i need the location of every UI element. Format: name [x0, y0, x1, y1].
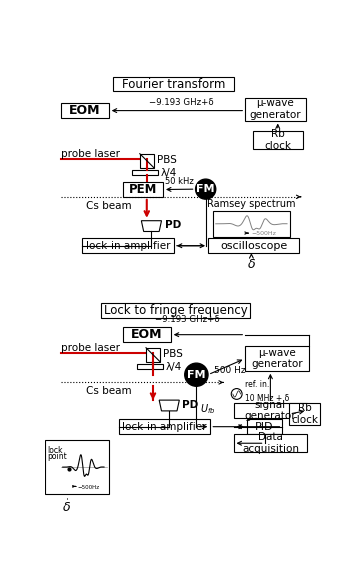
Bar [289, 403, 320, 425]
Bar [247, 419, 282, 434]
Text: PEM: PEM [129, 183, 157, 196]
Bar [113, 76, 233, 91]
Text: oscilloscope: oscilloscope [220, 240, 287, 250]
Text: probe laser: probe laser [61, 343, 120, 353]
Bar [140, 153, 154, 168]
Text: δ: δ [63, 501, 71, 514]
Bar [208, 238, 299, 253]
Bar [123, 182, 163, 197]
Text: lock-in amplifier: lock-in amplifier [86, 240, 171, 250]
Text: lock-in amplifier: lock-in amplifier [122, 422, 207, 432]
Bar [101, 303, 250, 319]
Bar [233, 434, 307, 453]
Text: Fourier transform: Fourier transform [122, 78, 225, 91]
Bar [45, 440, 109, 494]
Text: μ-wave
generator: μ-wave generator [250, 98, 301, 120]
Bar [123, 327, 171, 342]
Text: Ramsey spectrum: Ramsey spectrum [207, 199, 296, 209]
Text: PD: PD [165, 220, 181, 230]
Text: Lock to fringe frequency: Lock to fringe frequency [104, 305, 247, 318]
Text: Rb
clock: Rb clock [291, 403, 318, 425]
Bar [137, 364, 163, 369]
Text: μ-wave
generator: μ-wave generator [251, 348, 303, 369]
Text: $U_{fb}$: $U_{fb}$ [200, 402, 216, 416]
Text: PBS: PBS [163, 349, 183, 359]
Bar [253, 131, 303, 149]
Circle shape [195, 179, 216, 199]
Polygon shape [141, 220, 161, 232]
Text: FM: FM [197, 184, 215, 194]
Bar [83, 238, 174, 253]
Bar [233, 403, 307, 418]
Text: PD: PD [182, 400, 199, 410]
Bar [245, 98, 306, 121]
Text: probe laser: probe laser [61, 149, 120, 159]
Text: λ/4: λ/4 [161, 168, 177, 178]
Bar [119, 419, 210, 434]
Bar [146, 348, 160, 362]
Text: Cs beam: Cs beam [85, 201, 131, 211]
Text: −500Hz: −500Hz [251, 230, 276, 236]
Text: point: point [47, 452, 67, 461]
Text: −9.193 GHz+δ: −9.193 GHz+δ [155, 315, 219, 324]
Text: Data
acquisition: Data acquisition [242, 432, 299, 454]
Text: EOM: EOM [69, 104, 101, 117]
Text: EOM: EOM [131, 328, 163, 341]
Polygon shape [159, 400, 179, 411]
Text: −500Hz: −500Hz [77, 485, 99, 490]
Bar [245, 346, 309, 371]
Text: 10 MHz + δ: 10 MHz + δ [245, 394, 290, 403]
Text: signal
generator: signal generator [245, 400, 296, 422]
Text: Rb
clock: Rb clock [264, 129, 291, 151]
Text: PID: PID [255, 422, 274, 432]
Text: 50 kHz: 50 kHz [165, 177, 194, 186]
Text: lock: lock [47, 446, 63, 455]
Circle shape [185, 363, 208, 386]
Text: λ/4: λ/4 [166, 362, 182, 372]
Text: 500 Hz: 500 Hz [214, 366, 246, 375]
Bar [61, 103, 109, 118]
Text: PBS: PBS [157, 155, 177, 165]
Text: −9.193 GHz+δ: −9.193 GHz+δ [148, 98, 213, 107]
Bar [132, 170, 159, 175]
Bar [212, 211, 290, 237]
Text: FM: FM [187, 370, 206, 380]
Text: δ: δ [248, 259, 255, 272]
Text: Cs beam: Cs beam [85, 386, 131, 396]
Text: ref. in.: ref. in. [245, 380, 269, 389]
